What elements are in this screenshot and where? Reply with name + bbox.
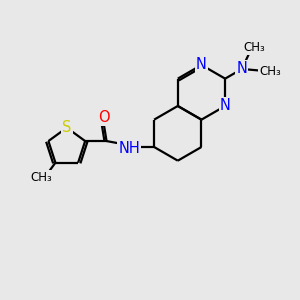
Text: O: O bbox=[98, 110, 109, 125]
Text: N: N bbox=[196, 58, 207, 73]
Text: CH₃: CH₃ bbox=[30, 171, 52, 184]
Text: N: N bbox=[236, 61, 247, 76]
Text: N: N bbox=[220, 98, 231, 113]
Text: S: S bbox=[62, 120, 71, 135]
Text: NH: NH bbox=[118, 141, 140, 156]
Text: CH₃: CH₃ bbox=[243, 41, 265, 54]
Text: CH₃: CH₃ bbox=[259, 64, 281, 78]
